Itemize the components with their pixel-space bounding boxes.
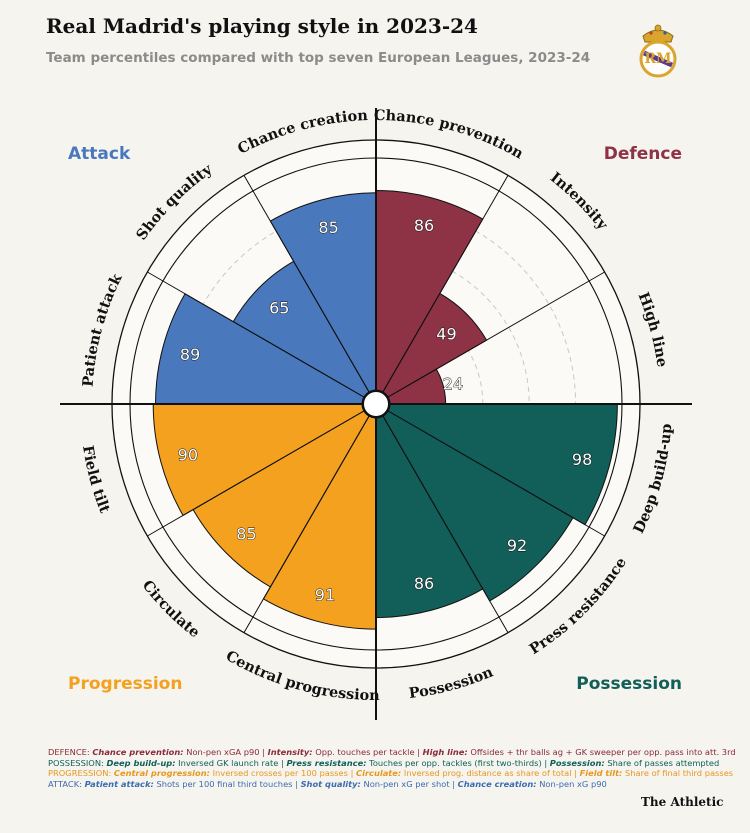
separator: [243, 175, 370, 393]
value-label: 49: [436, 325, 456, 344]
group-label-possession: Possession: [576, 674, 682, 694]
group-label-defence: Defence: [604, 144, 682, 164]
metric-label: Field tilt: [79, 444, 113, 515]
metric-label: High line: [634, 290, 670, 368]
value-label: 85: [318, 218, 338, 237]
value-label: 98: [572, 450, 592, 469]
value-label: 89: [180, 345, 200, 364]
separator: [387, 271, 605, 398]
footnote: DEFENCE: Chance prevention: Non-pen xGA …: [48, 747, 736, 789]
value-label: 90: [178, 445, 198, 464]
center-hub: [362, 390, 390, 418]
value-label: 85: [236, 525, 256, 544]
value-label: 92: [507, 536, 527, 555]
separator: [147, 271, 365, 398]
separator: [147, 410, 365, 537]
footnote-attack: ATTACK: Patient attack: Shots per 100 fi…: [48, 778, 607, 789]
separator: [243, 415, 370, 633]
svg-text:RM: RM: [644, 51, 671, 67]
chart-title: Real Madrid's playing style in 2023-24: [46, 14, 478, 38]
metric-label: Possession: [408, 663, 496, 702]
footnote-progression: PROGRESSION: Central progression: Invers…: [48, 768, 734, 779]
value-label: 24: [443, 374, 463, 393]
group-label-attack: Attack: [68, 144, 131, 164]
chart-subtitle: Team percentiles compared with top seven…: [46, 50, 591, 66]
metric-label-text: Field tilt: [79, 444, 113, 515]
value-label: 86: [414, 574, 434, 593]
real-madrid-crest-icon: RM: [639, 24, 677, 78]
separator: [382, 415, 509, 633]
footnote-defence: DEFENCE: Chance prevention: Non-pen xGA …: [48, 747, 736, 757]
brand-logo: The Athletic: [641, 795, 724, 809]
metric-label-text: High line: [634, 290, 670, 368]
value-label: 91: [315, 585, 335, 604]
separator: [382, 175, 509, 393]
metric-label-text: Possession: [408, 663, 496, 702]
group-label-progression: Progression: [68, 674, 182, 694]
value-label: 65: [269, 298, 289, 317]
separator: [387, 410, 605, 537]
footnote-possession: POSSESSION: Deep build-up: Inversed GK l…: [48, 757, 720, 768]
value-label: 86: [414, 216, 434, 235]
